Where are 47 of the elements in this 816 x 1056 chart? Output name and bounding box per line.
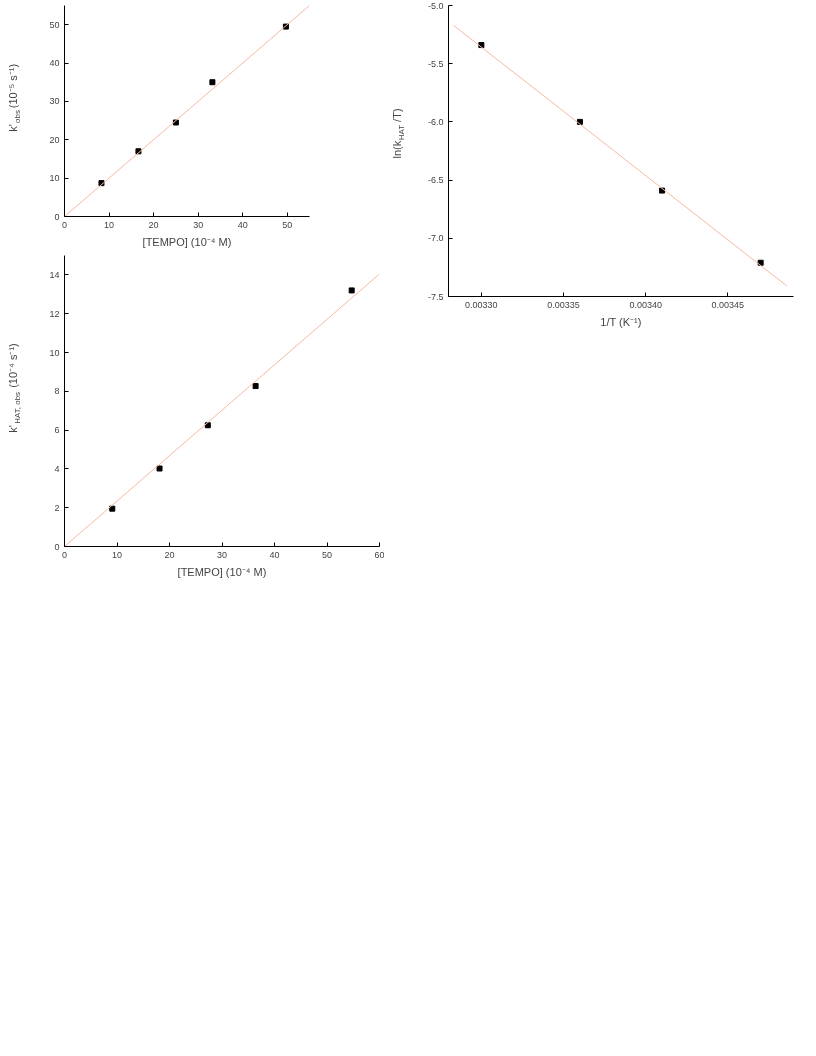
x-tick-label: 0.00345 [711,299,745,310]
x-axis-title: 1/T (K⁻¹) [600,315,642,328]
point [156,465,163,472]
y-axis-title: ln(kHAT/T) [390,108,406,159]
y-tick-label: 0 [54,211,60,222]
y-tick-label: -5.0 [427,0,444,11]
y-tick-label: 30 [49,96,60,107]
y-axis-title: k'obs (10⁻⁵ s⁻¹) [6,63,22,132]
x-tick-label: 0.00335 [547,299,580,310]
point [252,383,259,390]
x-tick-label: 10 [111,549,123,560]
x-tick-label: 0.00340 [629,299,662,310]
x-tick-label: 50 [321,549,333,560]
y-axis-title: k'HAT, obs (10⁻⁴ s⁻¹) [6,343,22,433]
y-tick-label: -7.5 [427,291,444,302]
y-tick-label: -6.5 [427,175,444,186]
x-tick-label: 0 [62,219,68,230]
x-tick-label: 20 [164,549,175,560]
y-tick-label: 50 [49,19,60,30]
y-tick-label: 20 [49,134,60,145]
y-tick-label: 0 [54,541,60,552]
y-tick-label: 4 [54,463,60,474]
point [209,79,216,86]
y-tick-label: 40 [49,58,60,69]
x-tick-label: 0 [62,549,68,560]
y-tick-label: -6.0 [427,116,444,127]
x-tick-label: 0.00330 [465,299,498,310]
y-tick-label: 2 [54,502,60,513]
x-tick-label: 20 [148,219,159,230]
x-tick-label: 30 [216,549,228,560]
x-tick-label: 40 [269,549,280,560]
x-axis-title: [TEMPO] (10⁻⁴ M) [177,565,267,578]
y-tick-label: 12 [49,308,60,319]
x-tick-label: 30 [193,219,204,230]
y-tick-label: 10 [49,173,60,184]
x-tick-label: 40 [237,219,248,230]
x-axis-title: [TEMPO] (10⁻⁴ M) [142,235,232,248]
y-tick-label: 14 [49,269,60,280]
point [348,287,355,294]
y-tick-label: 10 [49,347,60,358]
x-tick-label: 10 [104,219,115,230]
x-tick-label: 50 [282,219,293,230]
y-tick-label: -5.5 [427,58,444,69]
y-tick-label: 6 [54,425,60,436]
x-tick-label: 60 [374,549,385,560]
y-tick-label: -7.0 [427,233,444,244]
y-tick-label: 8 [54,386,60,397]
